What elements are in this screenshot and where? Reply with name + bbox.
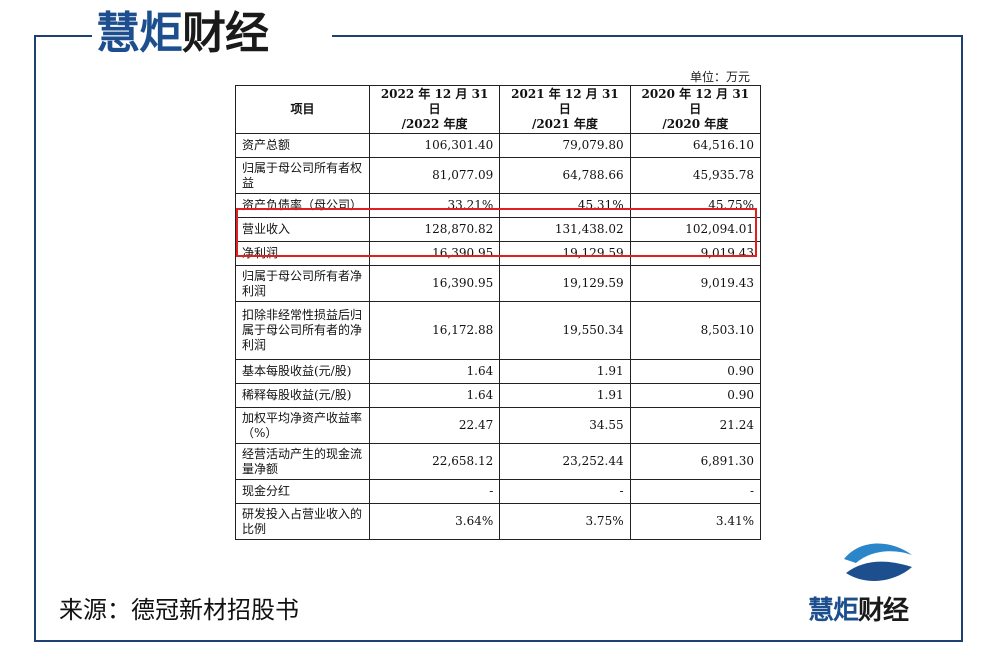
header-2022: 2022 年 12 月 31 日/2022 年度 xyxy=(368,85,501,134)
cell-2021: 1.91 xyxy=(499,359,631,384)
cell-2021: 19,129.59 xyxy=(499,265,631,302)
table-row: 资产总额 106,301.40 79,079.80 64,516.10 xyxy=(235,133,762,158)
cell-2022: 3.64% xyxy=(368,503,501,540)
cell-2022: 106,301.40 xyxy=(368,133,501,158)
cell-2020: 0.90 xyxy=(629,383,762,408)
cell-2020: 0.90 xyxy=(629,359,762,384)
row-label: 扣除非经常性损益后归属于母公司所有者的净利润 xyxy=(235,301,370,360)
cell-2020: 21.24 xyxy=(629,407,762,444)
cell-2021: 23,252.44 xyxy=(499,443,631,480)
table-row: 现金分红 - - - xyxy=(235,479,762,504)
row-label: 营业收入 xyxy=(235,217,370,242)
row-label: 经营活动产生的现金流量净额 xyxy=(235,443,370,480)
brand-logo-dark: 财经 xyxy=(182,8,269,59)
table-row: 稀释每股收益(元/股) 1.64 1.91 0.90 xyxy=(235,383,762,408)
table-row: 归属于母公司所有者净利润 16,390.95 19,129.59 9,019.4… xyxy=(235,265,762,302)
cell-2020: 8,503.10 xyxy=(629,301,762,360)
cell-2020: 6,891.30 xyxy=(629,443,762,480)
row-label: 资产总额 xyxy=(235,133,370,158)
cell-2020: - xyxy=(629,479,762,504)
header-2020: 2020 年 12 月 31 日/2020 年度 xyxy=(629,85,762,134)
highlight-box xyxy=(236,208,757,257)
row-label: 归属于母公司所有者权益 xyxy=(235,157,370,194)
row-label: 稀释每股收益(元/股) xyxy=(235,383,370,408)
row-label: 加权平均净资产收益率（%） xyxy=(235,407,370,444)
brand-wave-icon xyxy=(844,543,912,581)
row-label: 归属于母公司所有者净利润 xyxy=(235,265,370,302)
cell-2022: 128,870.82 xyxy=(368,217,501,242)
cell-2022: 1.64 xyxy=(368,359,501,384)
table-row: 加权平均净资产收益率（%） 22.47 34.55 21.24 xyxy=(235,407,762,444)
header-2021: 2021 年 12 月 31 日/2021 年度 xyxy=(499,85,631,134)
table-row: 经营活动产生的现金流量净额 22,658.12 23,252.44 6,891.… xyxy=(235,443,762,480)
row-label: 净利润 xyxy=(235,241,370,266)
cell-2022: 22,658.12 xyxy=(368,443,501,480)
brand-logo-blue: 慧炬 xyxy=(96,8,183,59)
frame-top-right-line xyxy=(332,35,963,37)
cell-2021: 1.91 xyxy=(499,383,631,408)
cell-2022: 81,077.09 xyxy=(368,157,501,194)
cell-2021: 64,788.66 xyxy=(499,157,631,194)
cell-2020: 102,094.01 xyxy=(629,217,762,242)
row-label: 研发投入占营业收入的比例 xyxy=(235,503,370,540)
brand-logo-bottom-dark: 财经 xyxy=(858,596,909,626)
cell-2020: 45,935.78 xyxy=(629,157,762,194)
table-row: 扣除非经常性损益后归属于母公司所有者的净利润 16,172.88 19,550.… xyxy=(235,301,762,360)
table-header-row: 项目 2022 年 12 月 31 日/2022 年度 2021 年 12 月 … xyxy=(235,85,762,134)
cell-2020: 64,516.10 xyxy=(629,133,762,158)
brand-logo-top: 慧炬财经 xyxy=(96,6,269,62)
cell-2021: 19,550.34 xyxy=(499,301,631,360)
cell-2022: 22.47 xyxy=(368,407,501,444)
cell-2021: 3.75% xyxy=(499,503,631,540)
table-row: 基本每股收益(元/股) 1.64 1.91 0.90 xyxy=(235,359,762,384)
unit-label: 单位：万元 xyxy=(690,70,751,84)
cell-2021: - xyxy=(499,479,631,504)
cell-2022: - xyxy=(368,479,501,504)
financial-table: 项目 2022 年 12 月 31 日/2022 年度 2021 年 12 月 … xyxy=(235,85,762,540)
cell-2020: 9,019.43 xyxy=(629,265,762,302)
source-caption: 来源：德冠新材招股书 xyxy=(59,596,299,624)
cell-2022: 16,390.95 xyxy=(368,265,501,302)
cell-2021: 79,079.80 xyxy=(499,133,631,158)
page-frame xyxy=(34,35,963,642)
frame-top-left-line xyxy=(34,35,92,37)
brand-logo-bottom-blue: 慧炬 xyxy=(808,596,859,626)
header-item: 项目 xyxy=(235,85,370,134)
cell-2021: 34.55 xyxy=(499,407,631,444)
cell-2022: 1.64 xyxy=(368,383,501,408)
row-label: 基本每股收益(元/股) xyxy=(235,359,370,384)
table-row: 研发投入占营业收入的比例 3.64% 3.75% 3.41% xyxy=(235,503,762,540)
cell-2020: 3.41% xyxy=(629,503,762,540)
row-label: 现金分红 xyxy=(235,479,370,504)
table-row: 归属于母公司所有者权益 81,077.09 64,788.66 45,935.7… xyxy=(235,157,762,194)
cell-2021: 19,129.59 xyxy=(499,241,631,266)
cell-2022: 16,172.88 xyxy=(368,301,501,360)
brand-logo-bottom: 慧炬财经 xyxy=(808,590,909,627)
